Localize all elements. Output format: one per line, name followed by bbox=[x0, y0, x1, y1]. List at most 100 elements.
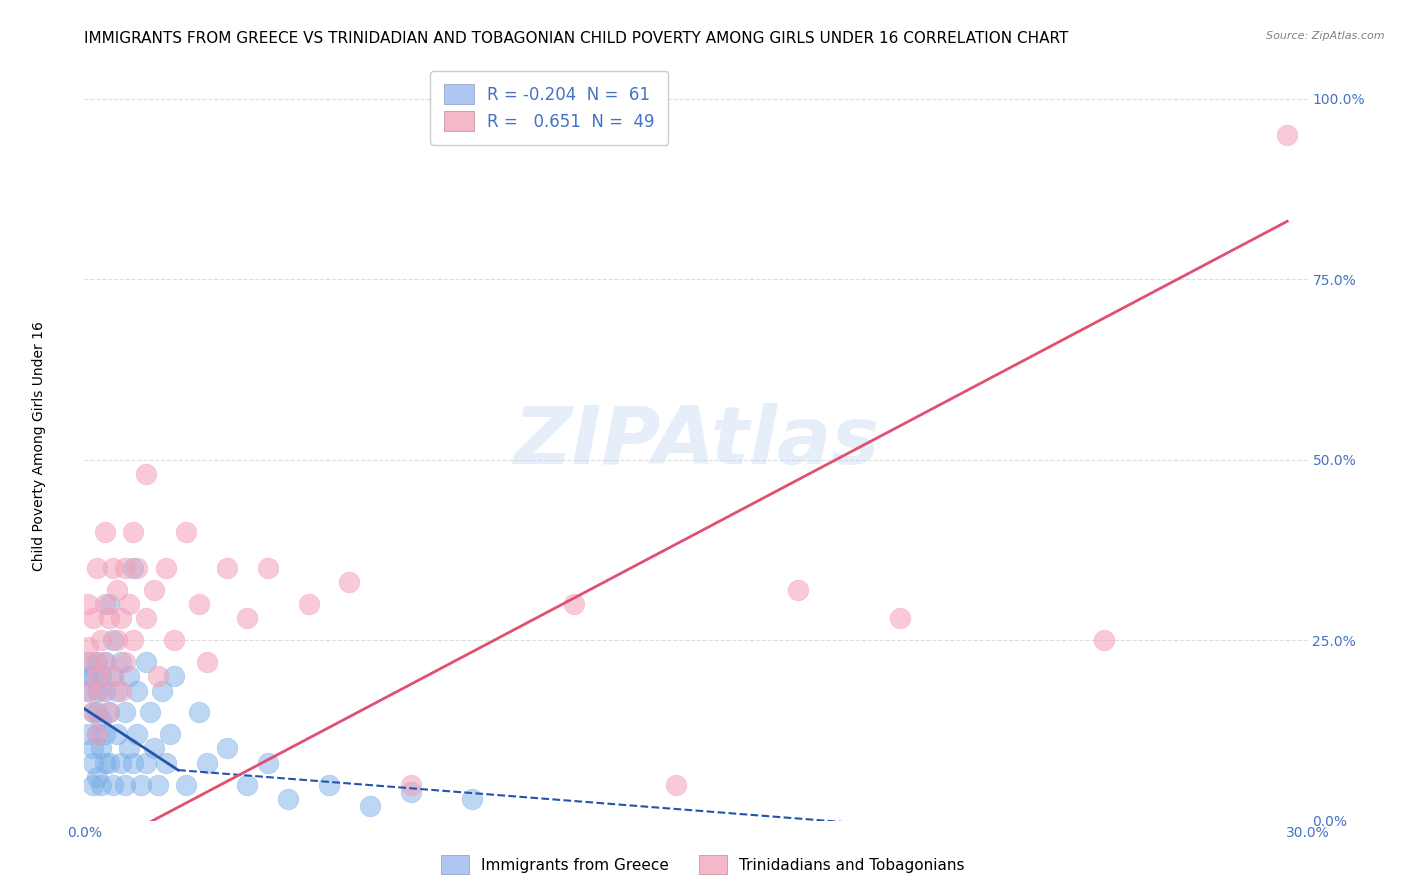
Point bbox=[131, 778, 153, 792]
Point bbox=[150, 683, 173, 698]
Point bbox=[236, 778, 259, 792]
Point bbox=[97, 706, 120, 720]
Point bbox=[110, 683, 132, 698]
Point bbox=[277, 792, 299, 806]
Point bbox=[90, 778, 112, 792]
Point bbox=[217, 561, 239, 575]
Legend: R = -0.204  N =  61, R =   0.651  N =  49: R = -0.204 N = 61, R = 0.651 N = 49 bbox=[430, 70, 668, 145]
Point bbox=[339, 575, 361, 590]
Point bbox=[90, 713, 112, 727]
Point bbox=[90, 633, 112, 648]
Point bbox=[298, 597, 321, 611]
Point bbox=[105, 683, 128, 698]
Point bbox=[118, 597, 141, 611]
Point bbox=[82, 655, 104, 669]
Point bbox=[93, 524, 115, 539]
Point bbox=[146, 669, 169, 683]
Point bbox=[77, 669, 100, 683]
Point bbox=[114, 655, 136, 669]
Point bbox=[359, 799, 381, 814]
Point bbox=[86, 727, 108, 741]
Point bbox=[86, 669, 108, 683]
Point bbox=[122, 561, 145, 575]
Point bbox=[159, 727, 181, 741]
Point bbox=[93, 727, 115, 741]
Point bbox=[101, 669, 124, 683]
Point bbox=[1277, 128, 1299, 142]
Point bbox=[114, 706, 136, 720]
Point bbox=[77, 683, 100, 698]
Point bbox=[82, 741, 104, 756]
Point bbox=[82, 706, 104, 720]
Point bbox=[101, 633, 124, 648]
Point bbox=[257, 561, 280, 575]
Point bbox=[77, 655, 100, 669]
Point bbox=[142, 582, 165, 597]
Point bbox=[122, 756, 145, 770]
Point bbox=[665, 778, 688, 792]
Point bbox=[101, 778, 124, 792]
Point bbox=[82, 611, 104, 625]
Point bbox=[118, 669, 141, 683]
Point bbox=[97, 706, 120, 720]
Text: ZIPAtlas: ZIPAtlas bbox=[513, 402, 879, 481]
Point bbox=[236, 611, 259, 625]
Point bbox=[122, 524, 145, 539]
Point bbox=[93, 597, 115, 611]
Point bbox=[187, 706, 209, 720]
Point bbox=[146, 778, 169, 792]
Point bbox=[90, 683, 112, 698]
Point bbox=[93, 655, 115, 669]
Point bbox=[105, 582, 128, 597]
Point bbox=[114, 778, 136, 792]
Point bbox=[155, 756, 177, 770]
Point bbox=[174, 524, 197, 539]
Point bbox=[127, 727, 149, 741]
Point bbox=[787, 582, 810, 597]
Point bbox=[77, 683, 100, 698]
Point bbox=[82, 669, 104, 683]
Point bbox=[97, 756, 120, 770]
Point bbox=[77, 727, 100, 741]
Point bbox=[105, 727, 128, 741]
Point bbox=[1092, 633, 1115, 648]
Point bbox=[86, 770, 108, 784]
Point bbox=[86, 683, 108, 698]
Point bbox=[399, 778, 422, 792]
Point bbox=[90, 669, 112, 683]
Point bbox=[86, 655, 108, 669]
Point bbox=[163, 633, 186, 648]
Point bbox=[93, 655, 115, 669]
Point bbox=[135, 655, 157, 669]
Point bbox=[135, 611, 157, 625]
Point bbox=[217, 741, 239, 756]
Point bbox=[101, 561, 124, 575]
Text: Source: ZipAtlas.com: Source: ZipAtlas.com bbox=[1267, 31, 1385, 41]
Point bbox=[101, 669, 124, 683]
Point bbox=[97, 611, 120, 625]
Point bbox=[461, 792, 484, 806]
Point bbox=[86, 561, 108, 575]
Point bbox=[77, 640, 100, 655]
Point bbox=[77, 597, 100, 611]
Point bbox=[93, 756, 115, 770]
Point bbox=[122, 633, 145, 648]
Point bbox=[142, 741, 165, 756]
Point bbox=[110, 655, 132, 669]
Text: IMMIGRANTS FROM GREECE VS TRINIDADIAN AND TOBAGONIAN CHILD POVERTY AMONG GIRLS U: IMMIGRANTS FROM GREECE VS TRINIDADIAN AN… bbox=[84, 31, 1069, 46]
Point bbox=[97, 597, 120, 611]
Point bbox=[82, 756, 104, 770]
Point bbox=[138, 706, 160, 720]
Point bbox=[110, 611, 132, 625]
Point bbox=[257, 756, 280, 770]
Point bbox=[195, 655, 218, 669]
Point bbox=[195, 756, 218, 770]
Point bbox=[155, 561, 177, 575]
Point bbox=[889, 611, 911, 625]
Point bbox=[110, 756, 132, 770]
Point bbox=[127, 561, 149, 575]
Point bbox=[90, 741, 112, 756]
Point bbox=[163, 669, 186, 683]
Point bbox=[187, 597, 209, 611]
Point bbox=[562, 597, 585, 611]
